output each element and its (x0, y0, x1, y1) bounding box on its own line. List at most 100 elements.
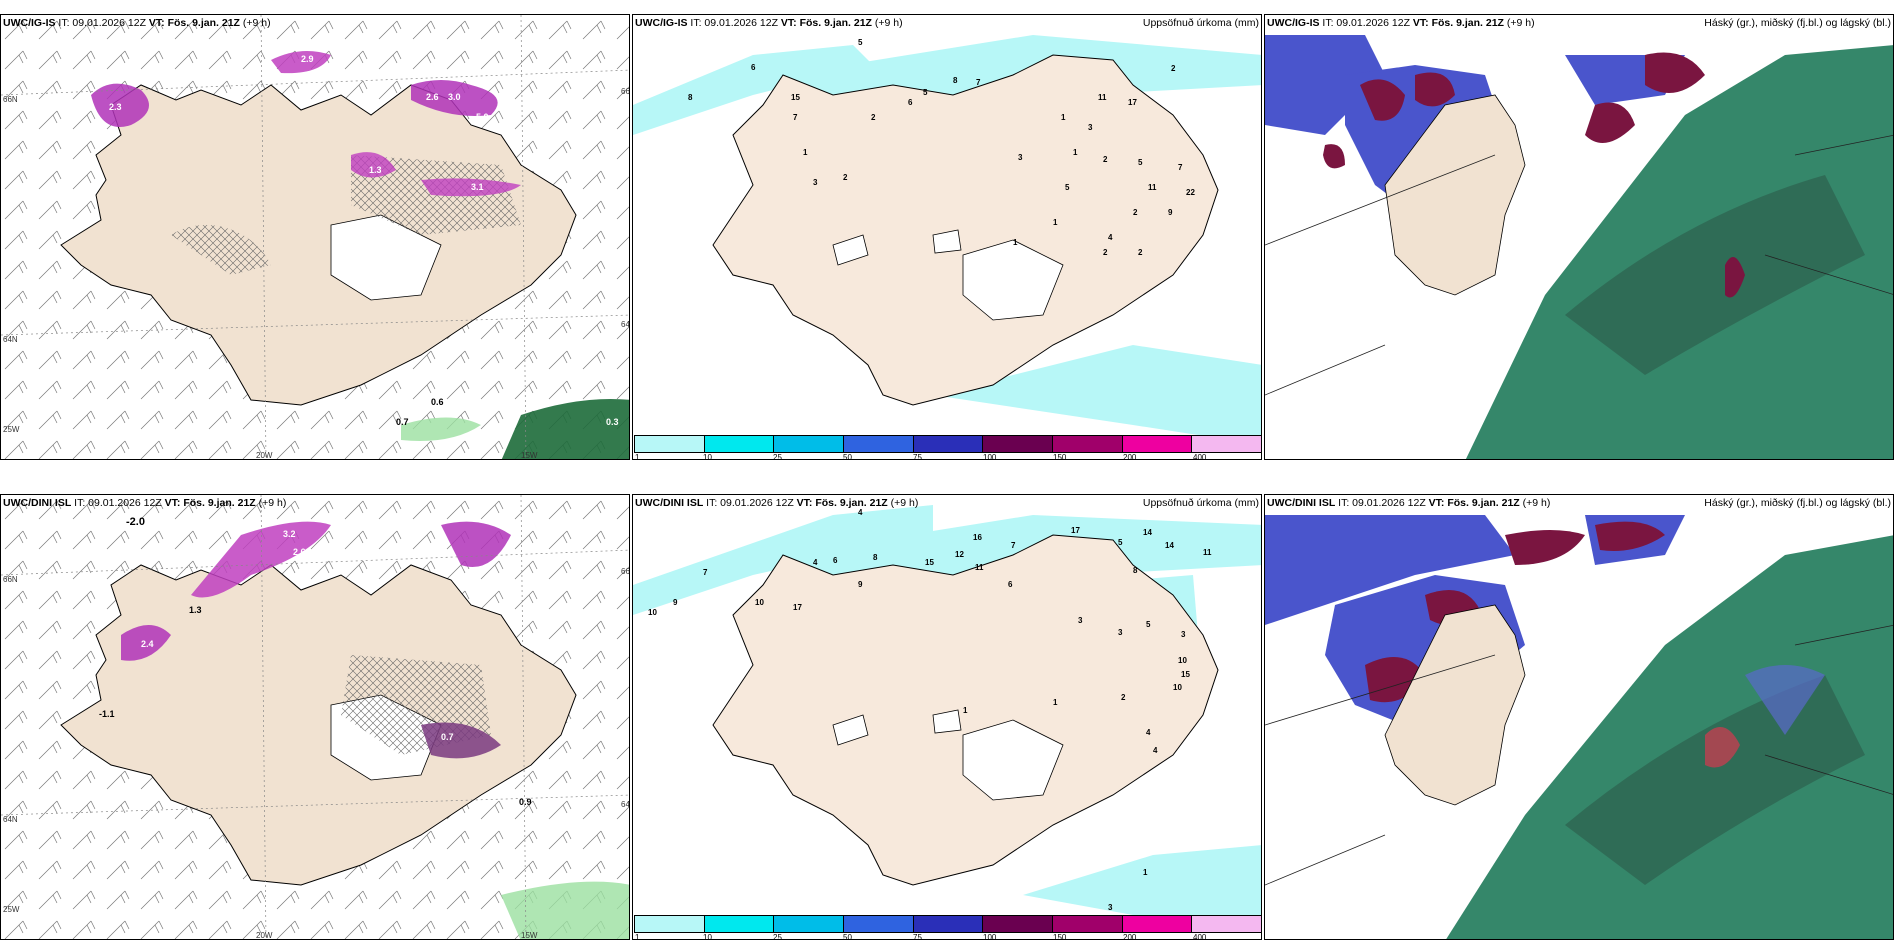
panel-ig-cloud: UWC/IG-IS IT: 09.01.2026 12Z VT: Fös. 9.… (1264, 14, 1894, 460)
colorbar-cell (1122, 916, 1193, 932)
wind-label: 2.6 (426, 92, 439, 102)
precip-value: 6 (751, 63, 756, 72)
precip-value: 8 (1133, 566, 1138, 575)
precip-value: 1 (803, 148, 808, 157)
valid-time: VT: Fös. 9.jan. 21Z (796, 497, 888, 509)
valid-time: VT: Fös. 9.jan. 21Z (1428, 497, 1520, 509)
precip-map: 4 7 9 10 10 17 6 8 9 4 15 12 11 16 7 6 1… (633, 505, 1261, 925)
wind-label: 3.1 (471, 182, 484, 192)
wind-label: 5.0 (476, 112, 489, 122)
precip-value: 2 (1103, 155, 1108, 164)
colorbar-cell (1122, 436, 1193, 452)
colorbar-label: 75 (913, 453, 922, 460)
precip-value: 15 (925, 558, 934, 567)
lat-label: 66N (621, 87, 630, 96)
lat-label: 66N (3, 575, 18, 584)
model-name: UWC/IG-IS (3, 17, 56, 29)
colorbar-label: 1 (635, 933, 640, 940)
precip-value: 1 (1143, 868, 1148, 877)
panel-dini-precip: 4 7 9 10 10 17 6 8 9 4 15 12 11 16 7 6 1… (632, 494, 1262, 940)
colorbar-label: 25 (773, 933, 782, 940)
precip-value: 10 (648, 608, 657, 617)
field-title: Uppsöfnuð úrkoma (mm) (1142, 17, 1259, 29)
colorbar-label: 50 (843, 453, 852, 460)
precip-value: 4 (813, 558, 818, 567)
colorbar-cells (634, 435, 1261, 453)
colorbar-label: 100 (983, 453, 997, 460)
precip-value: 5 (1065, 183, 1070, 192)
colorbar-label: 400 (1193, 933, 1207, 940)
colorbar-label: 100 (983, 933, 997, 940)
wind-label: 0.9 (519, 797, 532, 807)
precip-value: 17 (1071, 526, 1080, 535)
precip-value: 1 (1013, 238, 1018, 247)
cloud-map (1265, 15, 1893, 459)
wind-label: 2.6 (293, 547, 306, 557)
precip-value: 3 (1018, 153, 1023, 162)
precip-value: 6 (908, 98, 913, 107)
panel-ig-wind: 2.9 2.6 3.0 5.0 2.3 1.3 3.1 0.6 0.7 0.3 … (0, 14, 630, 460)
panel-title: UWC/IG-IS IT: 09.01.2026 12Z VT: Fös. 9.… (1267, 17, 1535, 29)
precip-value: 10 (1173, 683, 1182, 692)
colorbar-label: 25 (773, 453, 782, 460)
wind-label: 1.3 (189, 605, 202, 615)
colorbar-label: 10 (703, 933, 712, 940)
valid-time: VT: Fös. 9.jan. 21Z (1412, 17, 1504, 29)
precip-value: 5 (1138, 158, 1143, 167)
precip-value: 11 (1098, 93, 1107, 102)
precip-value: 8 (688, 93, 693, 102)
panel-title: UWC/IG-IS IT: 09.01.2026 12Z VT: Fös. 9.… (3, 17, 271, 29)
lead-time: (+9 h) (890, 497, 919, 509)
precip-value: 4 (858, 508, 863, 517)
lon-label: 25W (3, 425, 20, 434)
precip-value: 4 (1146, 728, 1151, 737)
precip-value: 10 (1178, 656, 1187, 665)
lon-label: 25W (3, 905, 20, 914)
wind-label: 0.6 (431, 397, 444, 407)
colorbar-cell (1192, 436, 1261, 452)
precip-value: 7 (703, 568, 708, 577)
field-title: Háský (gr.), miðský (fj.bl.) og lágský (… (1704, 497, 1891, 509)
precip-value: 2 (1133, 208, 1138, 217)
wind-label: 3.2 (283, 529, 296, 539)
colorbar-label: 1 (635, 453, 640, 460)
precip-value: 2 (1121, 693, 1126, 702)
colorbar-label: 400 (1193, 453, 1207, 460)
panel-ig-precip: 5 6 8 15 7 3 1 2 2 6 5 7 8 11 17 2 3 1 1… (632, 14, 1262, 460)
lead-time: (+9 h) (242, 17, 271, 29)
lat-label: 66N (3, 95, 18, 104)
cloud-map (1265, 495, 1893, 939)
issue-time: IT: 09.01.2026 12Z (1322, 17, 1410, 29)
colorbar-cell (844, 916, 914, 932)
colorbar-cells (634, 915, 1261, 933)
precip-value: 2 (1171, 64, 1176, 73)
issue-time: IT: 09.01.2026 12Z (74, 497, 162, 509)
panel-title: UWC/DINI ISL IT: 09.01.2026 12Z VT: Fös.… (3, 497, 286, 509)
lon-label: 20W (256, 451, 273, 460)
precip-value: 1 (963, 706, 968, 715)
lat-label: 64N (3, 335, 18, 344)
colorbar-cell (1053, 916, 1123, 932)
colorbar-cell (983, 916, 1054, 932)
precip-value: 5 (1118, 538, 1123, 547)
precip-value: 5 (1146, 620, 1151, 629)
precip-value: 3 (813, 178, 818, 187)
panel-title: UWC/DINI ISL IT: 09.01.2026 12Z VT: Fös.… (635, 497, 918, 509)
precip-map: 5 6 8 15 7 3 1 2 2 6 5 7 8 11 17 2 3 1 1… (633, 35, 1261, 445)
precip-value: 4 (1153, 746, 1158, 755)
precip-value: 5 (858, 38, 863, 47)
colorbar-cell (635, 916, 705, 932)
precip-value: 17 (793, 603, 802, 612)
wind-label: 2.3 (109, 102, 122, 112)
model-name: UWC/DINI ISL (635, 497, 704, 509)
precip-value: 1 (1061, 113, 1066, 122)
lat-label: 64N (621, 320, 630, 329)
valid-time: VT: Fös. 9.jan. 21Z (780, 17, 872, 29)
colorbar-cell (635, 436, 705, 452)
model-name: UWC/DINI ISL (1267, 497, 1336, 509)
precip-value: 22 (1186, 188, 1195, 197)
lead-time: (+9 h) (1522, 497, 1551, 509)
lon-label: 20W (256, 931, 273, 940)
colorbar-label: 150 (1053, 453, 1067, 460)
colorbar-cell (704, 436, 775, 452)
